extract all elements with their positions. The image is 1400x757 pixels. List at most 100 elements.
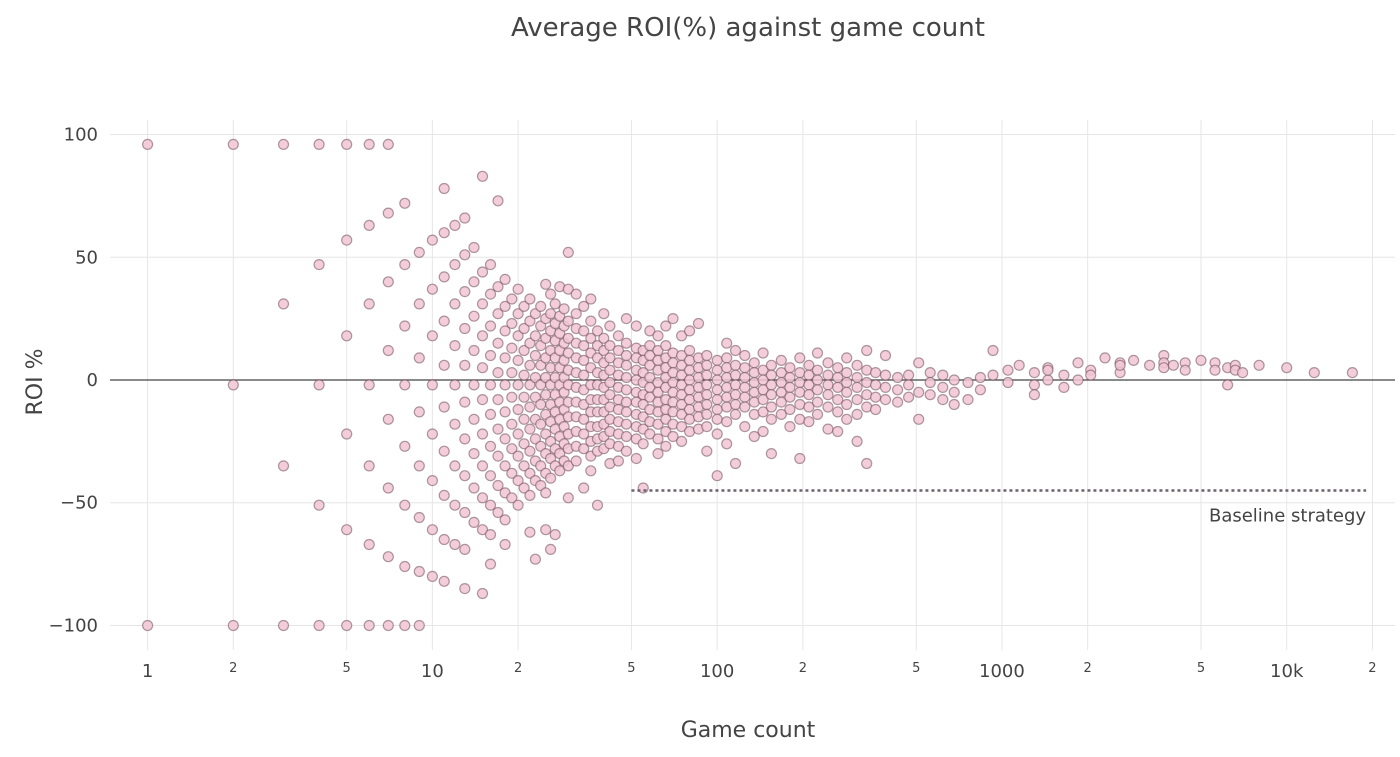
data-point (832, 406, 844, 418)
data-point (620, 384, 633, 396)
data-point (711, 403, 723, 416)
x-tick-label: 10 (421, 661, 444, 682)
data-point (562, 332, 574, 344)
data-point (506, 342, 518, 354)
data-point (277, 298, 290, 310)
data-point (811, 396, 824, 408)
data-point (468, 241, 480, 254)
data-point (1221, 379, 1234, 391)
data-point (711, 364, 723, 376)
data-point (591, 325, 604, 337)
data-point (499, 325, 511, 337)
data-point (363, 538, 375, 551)
y-tick-label: −50 (60, 493, 98, 514)
data-point (426, 283, 438, 295)
data-point (459, 359, 471, 371)
data-point (484, 288, 497, 300)
data-point (937, 394, 949, 406)
data-point (484, 408, 497, 420)
data-point (721, 352, 733, 364)
data-point (803, 416, 815, 428)
data-point (612, 344, 625, 357)
data-point (729, 398, 742, 411)
data-point (363, 619, 375, 632)
data-point (459, 212, 471, 224)
data-point (518, 413, 530, 425)
data-point (652, 418, 664, 430)
data-point (683, 344, 696, 357)
data-point (1013, 359, 1025, 371)
data-point (363, 460, 375, 472)
data-point (506, 317, 518, 330)
data-point (775, 408, 787, 420)
data-point (313, 138, 325, 150)
data-point (675, 435, 688, 447)
data-point (585, 293, 597, 305)
data-point (499, 300, 511, 312)
data-point (765, 389, 778, 401)
data-point (974, 384, 987, 396)
data-point (413, 511, 425, 524)
data-point (341, 524, 353, 536)
data-point (512, 475, 524, 487)
data-point (841, 352, 853, 364)
data-point (937, 381, 949, 393)
data-point (748, 430, 760, 443)
data-point (729, 369, 742, 381)
data-point (841, 376, 853, 389)
data-point (468, 310, 480, 322)
data-point (757, 347, 769, 359)
data-point (1028, 367, 1041, 379)
data-point (913, 357, 925, 369)
data-point (803, 401, 815, 413)
data-point (784, 421, 796, 433)
data-point (492, 195, 504, 207)
data-point (518, 460, 530, 472)
data-point (227, 379, 239, 391)
data-point (499, 514, 511, 526)
data-point (822, 401, 834, 413)
data-point (492, 450, 504, 462)
data-point (562, 492, 574, 504)
data-point (794, 413, 806, 425)
data-point (459, 543, 471, 556)
data-point (701, 398, 713, 411)
data-point (512, 428, 524, 440)
data-point (570, 288, 582, 300)
data-point (506, 467, 518, 479)
data-point (721, 438, 733, 450)
data-point (506, 443, 518, 455)
data-point (449, 219, 461, 231)
data-point (142, 619, 154, 632)
data-point (512, 403, 524, 416)
data-point (499, 460, 511, 472)
data-point (227, 138, 239, 150)
data-point (459, 396, 471, 408)
data-point (948, 386, 960, 398)
data-point (512, 499, 524, 511)
data-point (570, 455, 582, 467)
data-point (701, 421, 713, 433)
data-point (620, 430, 633, 443)
data-point (341, 428, 353, 440)
data-point (399, 440, 411, 452)
data-point (660, 440, 672, 452)
data-point (1114, 359, 1126, 371)
data-point (962, 394, 974, 406)
data-point (438, 533, 450, 546)
data-point (711, 428, 723, 440)
data-point (535, 300, 547, 312)
data-point (413, 406, 425, 418)
data-point (612, 330, 625, 342)
data-point (554, 465, 566, 477)
data-point (438, 401, 450, 413)
data-point (558, 303, 570, 315)
data-point (544, 543, 557, 556)
data-point (701, 349, 713, 362)
data-point (637, 438, 649, 450)
data-point (341, 234, 353, 246)
data-point (851, 359, 863, 371)
data-point (535, 398, 547, 411)
data-point (660, 340, 672, 352)
data-point (277, 138, 290, 150)
